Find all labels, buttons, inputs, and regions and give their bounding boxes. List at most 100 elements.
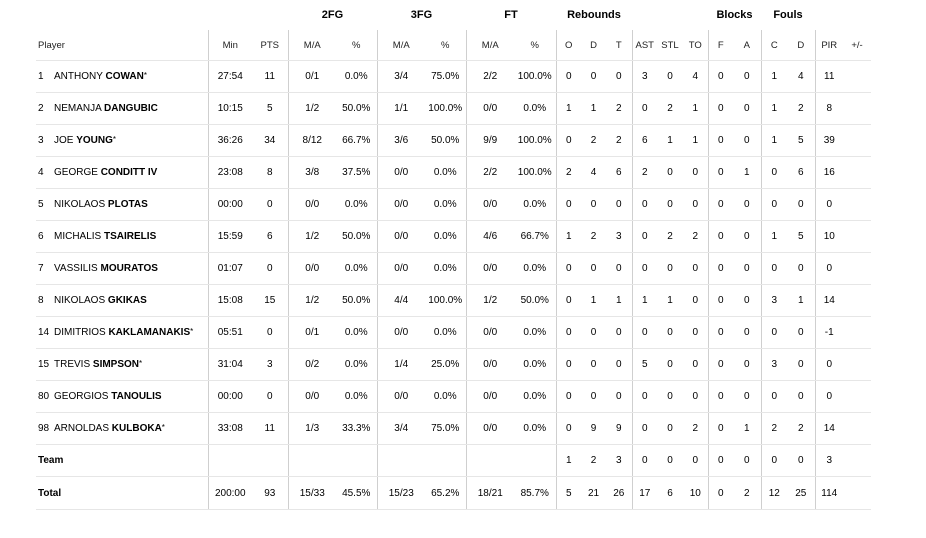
header-blk-f[interactable]: F (707, 30, 733, 61)
cell-foul-d: 0 (787, 444, 815, 477)
player-cell[interactable]: 2 NEMANJA DANGUBIC (36, 92, 208, 125)
header-3fg-ma[interactable]: M/A (376, 30, 425, 61)
player-last-name: KULBOKA (111, 423, 162, 434)
player-cell[interactable]: 15 TREVIS SIMPSON* (36, 348, 208, 381)
group-2fg: 2FG (321, 9, 344, 21)
cell-min: 00:00 (207, 380, 252, 413)
cell-3fg-pct: 100.0% (425, 92, 466, 125)
cell-blk-f: 0 (707, 92, 733, 125)
header-to[interactable]: TO (683, 30, 708, 61)
cell-blk-f: 0 (707, 60, 733, 93)
cell-pir: 114 (814, 476, 843, 510)
cell-foul-c: 0 (760, 188, 787, 221)
header-ft-pct[interactable]: % (514, 30, 556, 61)
cell-pts: 0 (252, 316, 288, 349)
player-cell[interactable]: 98 ARNOLDAS KULBOKA* (36, 412, 208, 445)
cell-reb-t: 3 (606, 444, 632, 477)
cell-ast: 2 (631, 156, 657, 189)
cell-ft-pct: 0.0% (514, 348, 556, 381)
player-first-name: NIKOLAOS (54, 295, 106, 306)
player-last-name: TANOULIS (111, 391, 162, 402)
player-first-name: DIMITRIOS (54, 327, 106, 338)
cell-blk-a: 0 (733, 348, 761, 381)
cell-plus-minus (843, 252, 871, 285)
cell-to: 0 (683, 284, 708, 317)
cell-to: 2 (683, 220, 708, 253)
player-first-name: MICHALIS (54, 231, 102, 242)
cell-reb-o: 0 (555, 284, 581, 317)
cell-blk-f: 0 (707, 284, 733, 317)
cell-pir: 14 (814, 284, 843, 317)
header-reb-t[interactable]: T (606, 30, 632, 61)
header-pts[interactable]: PTS (252, 30, 288, 61)
cell-stl: 0 (657, 188, 683, 221)
cell-min: 05:51 (207, 316, 252, 349)
cell-foul-d: 2 (787, 92, 815, 125)
total-row: Total 200:00 93 15/33 45.5% 15/23 65.2% … (36, 476, 871, 510)
header-reb-o[interactable]: O (555, 30, 581, 61)
player-cell[interactable]: 4 GEORGE CONDITT IV (36, 156, 208, 189)
player-cell[interactable]: 7 VASSILIS MOURATOS (36, 252, 208, 285)
header-plus-minus[interactable]: +/- (843, 30, 871, 61)
header-foul-d[interactable]: D (787, 30, 815, 61)
player-last-name: PLOTAS (107, 199, 148, 210)
cell-2fg-ma: 1/3 (287, 412, 336, 445)
cell-3fg-ma: 0/0 (376, 188, 425, 221)
player-cell[interactable]: 3 JOE YOUNG* (36, 124, 208, 157)
cell-3fg-pct: 65.2% (425, 476, 466, 510)
player-row: 6 MICHALIS TSAIRELIS 15:59 6 1/2 50.0% 0/0 0.0%… (36, 220, 871, 253)
player-first-name: NIKOLAOS (54, 199, 106, 210)
cell-ast: 1 (631, 284, 657, 317)
cell-2fg-pct: 0.0% (336, 316, 377, 349)
header-pir[interactable]: PIR (814, 30, 843, 61)
cell-min (207, 444, 252, 477)
header-player[interactable]: Player (36, 30, 208, 61)
cell-ast: 5 (631, 348, 657, 381)
header-foul-c[interactable]: C (760, 30, 787, 61)
player-cell[interactable]: 6 MICHALIS TSAIRELIS (36, 220, 208, 253)
header-3fg-pct[interactable]: % (425, 30, 466, 61)
cell-reb-o: 0 (555, 412, 581, 445)
cell-ft-pct: 0.0% (514, 316, 556, 349)
cell-3fg-pct: 0.0% (425, 316, 466, 349)
cell-3fg-pct: 0.0% (425, 252, 466, 285)
header-2fg-pct[interactable]: % (336, 30, 377, 61)
starter-marker: * (161, 423, 165, 432)
cell-plus-minus (843, 124, 871, 157)
header-ft-ma[interactable]: M/A (465, 30, 514, 61)
cell-reb-t: 3 (606, 220, 632, 253)
cell-ft-pct (514, 444, 556, 477)
cell-stl: 2 (657, 92, 683, 125)
player-cell[interactable]: 1 ANTHONY COWAN* (36, 60, 208, 93)
cell-plus-minus (843, 92, 871, 125)
cell-ft-pct: 100.0% (514, 156, 556, 189)
player-first-name: VASSILIS (54, 263, 98, 274)
cell-plus-minus (843, 188, 871, 221)
cell-ft-pct: 0.0% (514, 380, 556, 413)
header-2fg-ma[interactable]: M/A (287, 30, 336, 61)
cell-blk-f: 0 (707, 476, 733, 510)
cell-stl: 0 (657, 60, 683, 93)
player-cell[interactable]: 8 NIKOLAOS GKIKAS (36, 284, 208, 317)
cell-blk-f: 0 (707, 444, 733, 477)
cell-2fg-pct: 33.3% (336, 412, 377, 445)
header-min[interactable]: Min (207, 30, 252, 61)
cell-stl: 0 (657, 380, 683, 413)
header-stl[interactable]: STL (657, 30, 683, 61)
cell-stl: 0 (657, 316, 683, 349)
cell-foul-c: 1 (760, 220, 787, 253)
header-blk-a[interactable]: A (733, 30, 761, 61)
group-fouls: Fouls (773, 9, 803, 21)
cell-ft-pct: 100.0% (514, 60, 556, 93)
player-cell[interactable]: 14 DIMITRIOS KAKLAMANAKIS* (36, 316, 208, 349)
player-first-name: JOE (54, 135, 74, 146)
cell-blk-f: 0 (707, 412, 733, 445)
header-reb-d[interactable]: D (581, 30, 606, 61)
player-cell[interactable]: 80 GEORGIOS TANOULIS (36, 380, 208, 413)
player-cell[interactable]: 5 NIKOLAOS PLOTAS (36, 188, 208, 221)
cell-to: 1 (683, 92, 708, 125)
cell-ast: 0 (631, 92, 657, 125)
header-ast[interactable]: AST (631, 30, 657, 61)
cell-blk-a: 0 (733, 60, 761, 93)
cell-foul-d: 0 (787, 348, 815, 381)
